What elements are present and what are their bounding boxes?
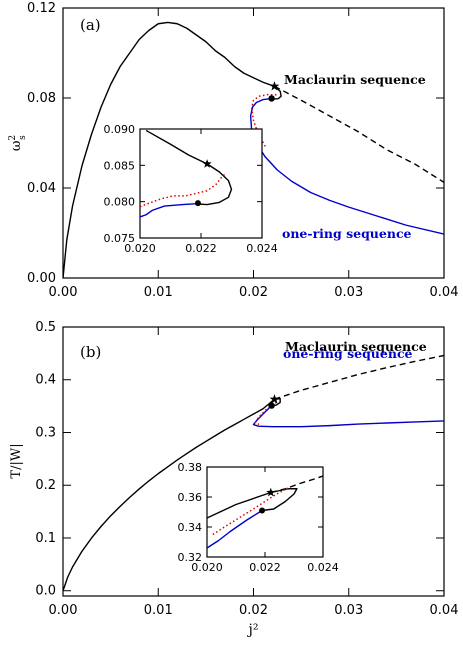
inset-xtick-label: 0.022	[185, 242, 217, 255]
inset-xtick-label: 0.020	[124, 242, 156, 255]
inset-circle-marker	[259, 507, 266, 514]
inset-ytick-label: 0.090	[104, 123, 136, 136]
main-ytick-label: 0.4	[35, 373, 56, 388]
main-series-maclaurin-solid	[63, 21, 275, 278]
inset-ytick-label: 0.34	[178, 521, 203, 534]
inset-frame	[206, 466, 324, 558]
inset-series-maclaurin-dashed	[270, 475, 323, 494]
main-xtick-label: 0.04	[430, 285, 459, 300]
main-series-maclaurin-dashed	[274, 85, 444, 183]
inset-star-marker	[202, 159, 212, 168]
main-xtick-label: 0.00	[49, 603, 78, 618]
inset-series-one-ring	[140, 203, 195, 218]
inset-ytick-label: 0.075	[104, 232, 136, 245]
inset: 0.020 0.022 0.024 0.075 0.080 0.085 0.090	[104, 123, 278, 255]
main-circle-marker	[268, 95, 275, 102]
inset-ytick-label: 0.085	[104, 159, 136, 172]
inset-series-dotted	[140, 173, 226, 208]
maclaurin-sequence-label: Maclaurin sequence	[284, 72, 426, 87]
panel-label: (b)	[80, 343, 101, 361]
main-series-one-ring	[252, 405, 444, 428]
inset-series-maclaurin-solid	[207, 491, 272, 519]
main-xtick-label: 0.02	[239, 285, 268, 300]
x-axis-label: j²	[247, 622, 259, 638]
main-xtick-label: 0.04	[430, 603, 459, 618]
inset-frame	[139, 128, 263, 239]
inset-ytick-label: 0.080	[104, 196, 136, 209]
main-xtick-label: 0.00	[49, 285, 78, 300]
maclaurin-sequence-label: Maclaurin sequence	[285, 339, 427, 354]
inset-circle-marker	[194, 200, 201, 207]
main-star-marker	[269, 81, 280, 91]
main-series-one-ring	[249, 97, 444, 235]
main-ytick-label: 0.5	[35, 320, 56, 335]
panel-b: 0.00 0.01 0.02 0.03 0.04 0.0 0.1 0.2 0.3 0.4 0.5 (b…	[9, 320, 458, 638]
main-circle-marker	[268, 402, 275, 409]
main-xtick-label: 0.02	[239, 603, 268, 618]
main-ytick-label: 0.2	[35, 478, 56, 493]
main-ytick-label: 0.12	[27, 1, 56, 16]
main-star-marker	[269, 394, 280, 404]
panel-label: (a)	[80, 16, 101, 34]
main-ytick-label: 0.04	[27, 181, 56, 196]
inset-ytick-label: 0.36	[178, 491, 203, 504]
panel-a: 0.00 0.01 0.02 0.03 0.04 0.00 0.04 0.08 0.12 (a) M…	[8, 1, 458, 300]
main-xtick-label: 0.01	[144, 603, 173, 618]
inset-series-maclaurin	[145, 129, 233, 206]
y-axis-label: T/|W|	[9, 443, 24, 478]
main-xtick-label: 0.03	[334, 603, 363, 618]
inset-ytick-label: 0.38	[178, 461, 203, 474]
y-axis-label: ω2s	[8, 135, 28, 151]
inset-xtick-label: 0.024	[307, 561, 339, 574]
main-ytick-label: 0.1	[35, 531, 56, 546]
inset-series-one-ring	[207, 509, 263, 549]
inset-xtick-label: 0.022	[249, 561, 281, 574]
main-xtick-label: 0.03	[334, 285, 363, 300]
main-xtick-label: 0.01	[144, 285, 173, 300]
main-ytick-label: 0.0	[35, 584, 56, 599]
inset: 0.020 0.022 0.024 0.32 0.34 0.36 0.38	[178, 461, 339, 574]
main-ytick-label: 0.08	[27, 91, 56, 106]
one-ring-sequence-label: one-ring sequence	[283, 346, 413, 361]
inset-ytick-label: 0.32	[178, 551, 203, 564]
inset-xtick-label: 0.024	[246, 242, 278, 255]
main-ytick-label: 0.00	[27, 271, 56, 286]
main-ytick-label: 0.3	[35, 425, 56, 440]
inset-star-marker	[266, 487, 276, 497]
main-series-maclaurin-solid	[63, 398, 275, 591]
inset-xtick-label: 0.020	[191, 561, 223, 574]
one-ring-sequence-label: one-ring sequence	[282, 226, 412, 241]
